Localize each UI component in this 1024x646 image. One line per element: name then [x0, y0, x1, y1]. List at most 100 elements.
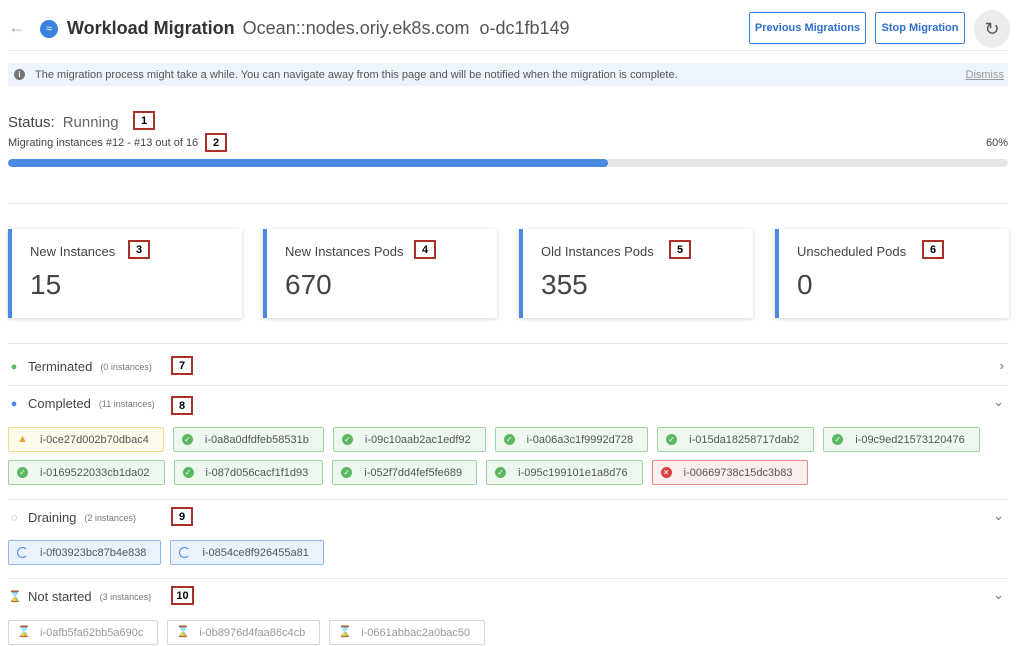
instance-chip[interactable]: ✓ i-087d056cacf1f1d93 [173, 460, 324, 485]
instance-id: i-00669738c15dc3b83 [683, 466, 793, 479]
card-new-instances-pods: New Instances Pods 670 [263, 229, 497, 318]
check-circle-icon: ✓ [341, 467, 353, 478]
page-title: Workload Migration Ocean::nodes.oriy.ek8s… [67, 18, 580, 39]
info-banner: i The migration process might take a whil… [8, 63, 1008, 86]
banner-text: The migration process might take a while… [35, 68, 678, 81]
stop-migration-button[interactable]: Stop Migration [875, 12, 965, 44]
chevron-down-icon[interactable]: ⌄ [993, 508, 1004, 523]
ocean-logo-icon: ≈ [40, 20, 58, 38]
divider [8, 499, 1008, 500]
instance-id: i-087d056cacf1f1d93 [205, 466, 309, 479]
section-title: Not started [28, 589, 92, 604]
progress-fill [8, 159, 608, 167]
annotation-marker: 5 [669, 240, 691, 259]
card-value: 670 [285, 269, 332, 300]
completed-row-2: ✓ i-0169522033cb1da02 ✓ i-087d056cacf1f1d93… [8, 460, 808, 485]
instance-chip[interactable]: i-0854ce8f926455a81 [170, 540, 324, 565]
completed-row-1: ▲ i-0ce27d002b70dbac4 ✓ i-0a8a0dfdfeb58531b… [8, 427, 980, 452]
section-count: (0 instances) [100, 361, 152, 372]
instance-id: i-0afb5fa62bb5a690c [40, 626, 144, 639]
section-completed[interactable]: ● Completed (11 instances) [8, 396, 155, 411]
check-circle-icon: ✓ [17, 467, 28, 478]
annotation-marker: 6 [922, 240, 944, 259]
divider [8, 385, 1008, 386]
hourglass-icon: ⌛ [338, 626, 352, 638]
card-unscheduled-pods: Unscheduled Pods 0 [775, 229, 1009, 318]
hourglass-icon: ⌛ [176, 626, 191, 638]
instance-chip[interactable]: ✓ i-095c199101e1a8d76 [486, 460, 643, 485]
annotation-marker: 7 [171, 356, 193, 375]
instance-id: i-015da18258717dab2 [689, 433, 800, 446]
card-value: 0 [797, 269, 813, 300]
check-circle-icon: ✓ [341, 434, 353, 445]
warning-icon: ▲ [17, 433, 28, 445]
status: Status: Running [8, 114, 119, 131]
annotation-marker: 9 [171, 507, 193, 526]
dismiss-link[interactable]: Dismiss [965, 68, 1005, 81]
card-new-instances: New Instances 15 [8, 229, 242, 318]
divider [8, 50, 1008, 51]
annotation-marker: 10 [171, 586, 194, 605]
chevron-down-icon[interactable]: ⌄ [993, 394, 1004, 409]
spinner-icon: ◌ [10, 511, 18, 524]
section-not-started[interactable]: ⌛ Not started (3 instances) [8, 589, 151, 604]
instance-id: i-09c10aab2ac1edf92 [364, 433, 471, 446]
card-title: New Instances [30, 244, 116, 259]
divider [8, 578, 1008, 579]
instance-chip[interactable]: ⌛ i-0661abbac2a0bac50 [329, 620, 486, 645]
check-circle-icon: ✓ [495, 467, 507, 478]
check-circle-icon: ✓ [503, 434, 515, 445]
instance-chip[interactable]: ✓ i-052f7dd4fef5fe689 [332, 460, 478, 485]
annotation-marker: 1 [133, 111, 155, 130]
chevron-down-icon[interactable]: ⌄ [993, 587, 1004, 602]
instance-id: i-0854ce8f926455a81 [202, 546, 309, 559]
spinner-icon [17, 547, 28, 558]
card-title: New Instances Pods [285, 244, 404, 259]
instance-chip[interactable]: ⌛ i-0afb5fa62bb5a690c [8, 620, 159, 645]
check-circle-icon: ✓ [832, 434, 844, 445]
section-title: Completed [28, 396, 91, 411]
annotation-marker: 2 [205, 133, 227, 152]
instance-id: i-09c9ed21573120476 [855, 433, 965, 446]
progress-bar [8, 159, 1008, 167]
section-draining[interactable]: ◌ Draining (2 instances) [8, 510, 136, 525]
instance-id: i-0a8a0dfdfeb58531b [204, 433, 309, 446]
instance-chip[interactable]: i-0f03923bc87b4e838 [8, 540, 162, 565]
draining-row: i-0f03923bc87b4e838 i-0854ce8f926455a81 [8, 540, 324, 565]
instance-chip[interactable]: ✓ i-0169522033cb1da02 [8, 460, 165, 485]
annotation-marker: 8 [171, 396, 193, 415]
hourglass-icon: ⌛ [8, 591, 22, 603]
hourglass-icon: ⌛ [17, 626, 31, 638]
instance-chip[interactable]: ✓ i-09c10aab2ac1edf92 [332, 427, 486, 452]
instance-chip[interactable]: ⌛ i-0b8976d4faa86c4cb [167, 620, 321, 645]
not-started-row: ⌛ i-0afb5fa62bb5a690c ⌛ i-0b8976d4faa86c4cb… [8, 620, 486, 645]
card-title: Unscheduled Pods [797, 244, 907, 259]
instance-id: i-052f7dd4fef5fe689 [364, 466, 463, 479]
check-circle-icon: ✓ [181, 434, 193, 445]
instance-chip[interactable]: ✕ i-00669738c15dc3b83 [651, 460, 808, 485]
check-circle-icon: ● [10, 397, 18, 410]
progress-text: Migrating instances #12 - #13 out of 16 [8, 137, 199, 149]
card-value: 15 [30, 269, 62, 300]
error-icon: ✕ [660, 467, 672, 478]
instance-chip[interactable]: ✓ i-015da18258717dab2 [657, 427, 815, 452]
refresh-icon[interactable]: ↻ [974, 10, 1010, 48]
instance-chip[interactable]: ✓ i-0a06a3c1f9992d728 [494, 427, 649, 452]
instance-chip[interactable]: ✓ i-09c9ed21573120476 [823, 427, 980, 452]
check-circle-icon: ✓ [666, 434, 678, 445]
instance-id: i-0b8976d4faa86c4cb [199, 626, 306, 639]
instance-id: i-0f03923bc87b4e838 [40, 546, 147, 559]
annotation-marker: 3 [128, 240, 150, 259]
chevron-right-icon[interactable]: › [999, 358, 1004, 373]
section-terminated[interactable]: ● Terminated (0 instances) [8, 359, 152, 374]
annotation-marker: 4 [414, 240, 436, 259]
previous-migrations-button[interactable]: Previous Migrations [749, 12, 866, 44]
spinner-icon [179, 547, 191, 558]
instance-id: i-095c199101e1a8d76 [518, 466, 628, 479]
back-arrow-icon[interactable]: ← [8, 17, 26, 37]
instance-chip[interactable]: ▲ i-0ce27d002b70dbac4 [8, 427, 164, 452]
instance-chip[interactable]: ✓ i-0a8a0dfdfeb58531b [172, 427, 324, 452]
divider [8, 343, 1008, 344]
section-title: Draining [28, 510, 77, 525]
instance-id: i-0169522033cb1da02 [40, 466, 150, 479]
